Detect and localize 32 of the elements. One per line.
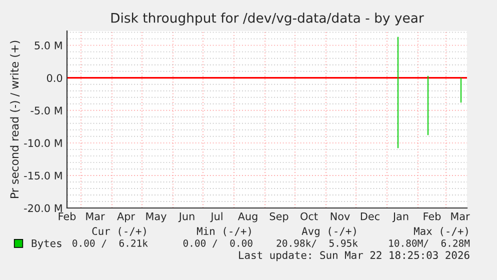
text: Max (-/+) — [414, 227, 468, 236]
y-axis-title: Pr second read (-) / write (+) — [10, 40, 20, 198]
text: 0.00 / 0.00 — [183, 239, 252, 248]
x-tick-label: Jul — [210, 212, 222, 222]
x-tick-label: Feb — [58, 212, 76, 220]
x-tick-label: Sep — [270, 212, 288, 222]
x-tick-label: Mar — [451, 212, 470, 220]
text: Avg (-/+) — [302, 226, 356, 238]
y-tick-label: 5.0 M — [34, 42, 62, 50]
legend-label: Bytes — [32, 239, 62, 250]
x-tick-label: Jan — [392, 212, 408, 222]
y-tick-label: -20.0 M — [24, 204, 62, 212]
text: 10.80M/ 6.28M — [389, 239, 470, 248]
x-tick-label: May — [146, 212, 166, 222]
chart-title: Disk throughput for /dev/vg-data/data - by year — [111, 12, 424, 26]
x-tick-label: Nov — [330, 212, 350, 220]
x-tick-label: Jun — [178, 212, 194, 222]
text: Cur (-/+) — [92, 227, 146, 236]
y-tick-label: -10.0 M — [24, 139, 62, 148]
text: Last update: Sun Mar 22 18:25:03 2026 — [239, 250, 470, 262]
y-tick-label: -15.0 M — [24, 172, 62, 180]
y-tick-label: 0.0 — [46, 74, 62, 82]
x-tick-label: Dec — [360, 212, 380, 220]
x-tick-label: Oct — [300, 212, 318, 220]
x-tick-label: Apr — [117, 212, 136, 222]
x-tick-label: Mar — [86, 212, 105, 220]
text: Min (-/+) — [196, 226, 251, 236]
y-tick-label: -5.0 M — [30, 106, 62, 114]
text: 0.00 / 6.21k — [72, 239, 148, 248]
text: 20.98k/ 5.95k — [276, 239, 358, 248]
x-tick-label: Aug — [238, 212, 258, 222]
x-tick-label: Feb — [424, 212, 441, 220]
